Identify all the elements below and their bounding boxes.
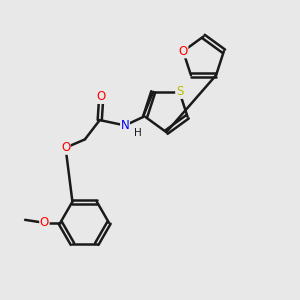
Text: O: O xyxy=(61,141,70,154)
Text: O: O xyxy=(178,45,188,58)
Text: O: O xyxy=(40,216,49,229)
Text: H: H xyxy=(134,128,141,138)
Text: O: O xyxy=(97,90,106,104)
Text: S: S xyxy=(176,85,183,98)
Text: N: N xyxy=(121,119,129,132)
